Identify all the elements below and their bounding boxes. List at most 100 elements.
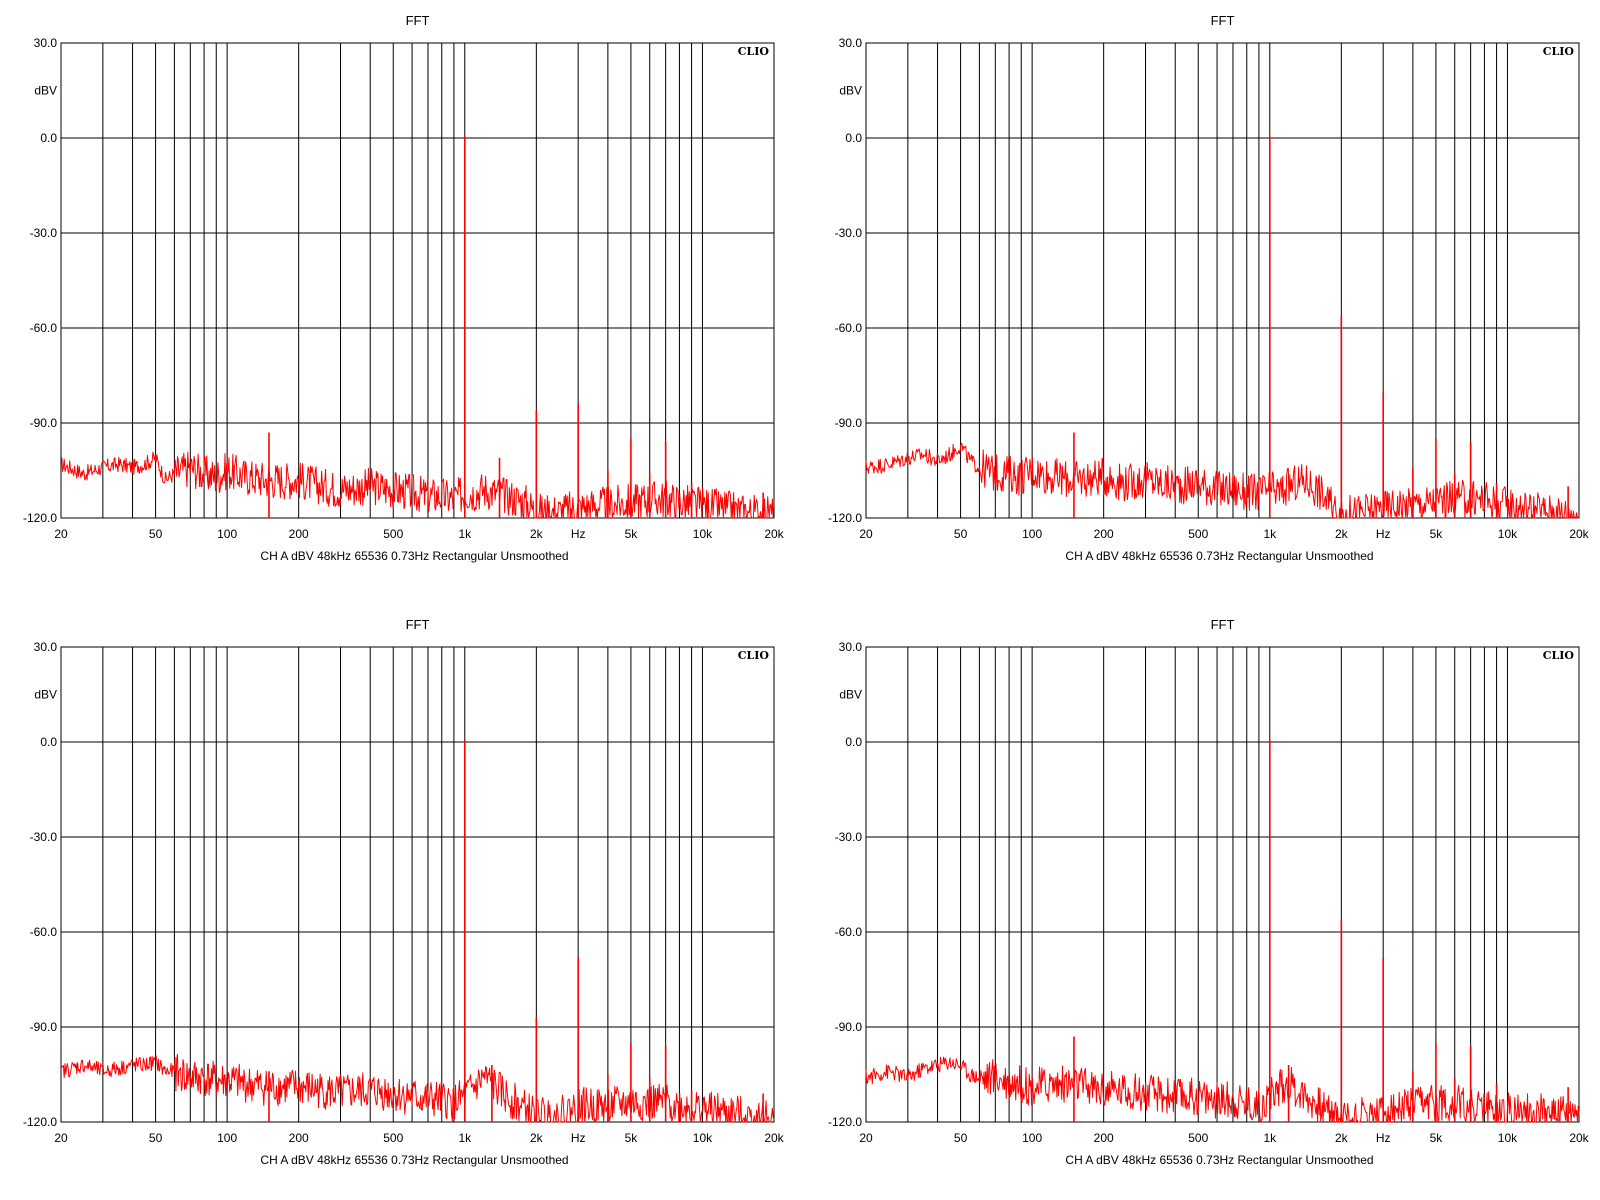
y-tick-label: -90.0 xyxy=(30,1020,58,1034)
spectrum-trace xyxy=(865,1056,1580,1123)
x-tick-label: 1k xyxy=(458,527,472,541)
x-tick-label: 2k xyxy=(530,1131,544,1145)
chart-title: FFT xyxy=(1211,617,1235,632)
x-tick-label: 5k xyxy=(1430,1131,1444,1145)
x-tick-label: 200 xyxy=(289,1131,309,1145)
x-tick-label: 20 xyxy=(54,1131,68,1145)
y-tick-label: -30.0 xyxy=(30,830,58,844)
y-grid xyxy=(61,42,774,519)
x-tick-label: 50 xyxy=(954,527,968,541)
clio-brand: CLIO xyxy=(738,45,770,58)
x-tick-label: 100 xyxy=(217,1131,237,1145)
x-tick-label: 200 xyxy=(1094,1131,1114,1145)
fft-chart-1: FFT CLIO CH A dBV 48kHz 65536 0.73Hz Recta… xyxy=(23,13,785,563)
x-tick-label: 20k xyxy=(764,1131,784,1145)
y-tick-label: -120.0 xyxy=(828,511,862,525)
y-axis-label: dBV xyxy=(34,84,57,98)
chart-title: FFT xyxy=(1211,13,1235,28)
x-tick-label: 5k xyxy=(1430,527,1444,541)
y-tick-label: 30.0 xyxy=(34,36,58,50)
y-tick-label: 30.0 xyxy=(839,640,863,654)
y-tick-label: -30.0 xyxy=(835,830,863,844)
y-tick-label: -60.0 xyxy=(835,321,863,335)
measurement-settings: CH A dBV 48kHz 65536 0.73Hz Rectangular … xyxy=(1065,1153,1373,1167)
x-tick-label: 20 xyxy=(859,1131,873,1145)
y-tick-label: -60.0 xyxy=(30,925,58,939)
x-tick-label: 2k xyxy=(1335,1131,1349,1145)
y-axis-label: dBV xyxy=(34,688,57,702)
x-tick-label: 200 xyxy=(1094,527,1114,541)
x-tick-label: 20 xyxy=(859,527,873,541)
x-tick-label: 20k xyxy=(764,527,784,541)
y-tick-label: -90.0 xyxy=(835,416,863,430)
x-tick-label: 2k xyxy=(530,527,544,541)
x-tick-label: 5k xyxy=(625,1131,639,1145)
measurement-settings: CH A dBV 48kHz 65536 0.73Hz Rectangular … xyxy=(260,1153,568,1167)
x-tick-label: 100 xyxy=(1022,1131,1042,1145)
x-axis-label: Hz xyxy=(571,527,586,541)
y-tick-label: 0.0 xyxy=(845,735,862,749)
x-tick-label: 10k xyxy=(693,527,713,541)
x-tick-label: 100 xyxy=(1022,527,1042,541)
fft-chart-3: FFT CLIO CH A dBV 48kHz 65536 0.73Hz Recta… xyxy=(23,617,785,1167)
x-tick-label: 20k xyxy=(1569,527,1589,541)
x-tick-label: 50 xyxy=(149,1131,163,1145)
y-tick-label: 0.0 xyxy=(845,131,862,145)
x-tick-label: 200 xyxy=(289,527,309,541)
fft-chart-2: FFT CLIO CH A dBV 48kHz 65536 0.73Hz Recta… xyxy=(828,13,1590,563)
x-tick-label: 5k xyxy=(625,527,639,541)
y-tick-label: -30.0 xyxy=(835,226,863,240)
y-grid xyxy=(61,646,774,1123)
x-grid xyxy=(907,647,1508,1122)
plot-frame xyxy=(865,646,1580,1123)
x-tick-label: 500 xyxy=(1188,1131,1208,1145)
y-tick-label: -120.0 xyxy=(23,1115,57,1129)
y-tick-label: 0.0 xyxy=(40,131,57,145)
x-tick-label: 100 xyxy=(217,527,237,541)
chart-title: FFT xyxy=(406,13,430,28)
x-tick-label: 1k xyxy=(1263,1131,1277,1145)
chart-title: FFT xyxy=(406,617,430,632)
spectrum-trace xyxy=(60,451,775,519)
y-axis-label: dBV xyxy=(839,84,862,98)
y-tick-label: -30.0 xyxy=(30,226,58,240)
x-tick-label: 10k xyxy=(693,1131,713,1145)
y-axis-label: dBV xyxy=(839,688,862,702)
plot-frame xyxy=(865,42,1580,519)
y-tick-label: 30.0 xyxy=(839,36,863,50)
y-tick-label: 0.0 xyxy=(40,735,57,749)
x-axis-label: Hz xyxy=(1376,527,1391,541)
x-tick-label: 50 xyxy=(149,527,163,541)
x-tick-label: 20 xyxy=(54,527,68,541)
spectrum-trace xyxy=(60,1053,775,1123)
y-tick-label: -120.0 xyxy=(23,511,57,525)
plot-frame xyxy=(60,42,775,519)
x-tick-label: 500 xyxy=(383,527,403,541)
y-tick-label: 30.0 xyxy=(34,640,58,654)
measurement-settings: CH A dBV 48kHz 65536 0.73Hz Rectangular … xyxy=(260,549,568,563)
y-tick-label: -120.0 xyxy=(828,1115,862,1129)
y-grid xyxy=(866,42,1579,519)
x-grid xyxy=(102,647,703,1122)
x-grid xyxy=(907,43,1508,518)
x-grid xyxy=(102,43,703,518)
x-tick-label: 50 xyxy=(954,1131,968,1145)
x-tick-label: 20k xyxy=(1569,1131,1589,1145)
x-tick-label: 10k xyxy=(1498,527,1518,541)
y-tick-label: -90.0 xyxy=(30,416,58,430)
measurement-settings: CH A dBV 48kHz 65536 0.73Hz Rectangular … xyxy=(1065,549,1373,563)
x-tick-label: 10k xyxy=(1498,1131,1518,1145)
x-tick-label: 1k xyxy=(1263,527,1277,541)
y-grid xyxy=(866,646,1579,1123)
x-axis-label: Hz xyxy=(571,1131,586,1145)
x-tick-label: 2k xyxy=(1335,527,1349,541)
plot-frame xyxy=(60,646,775,1123)
y-tick-label: -90.0 xyxy=(835,1020,863,1034)
x-tick-label: 500 xyxy=(383,1131,403,1145)
clio-brand: CLIO xyxy=(1543,45,1575,58)
x-axis-label: Hz xyxy=(1376,1131,1391,1145)
y-tick-label: -60.0 xyxy=(835,925,863,939)
clio-brand: CLIO xyxy=(1543,649,1575,662)
fft-chart-4: FFT CLIO CH A dBV 48kHz 65536 0.73Hz Recta… xyxy=(828,617,1590,1167)
